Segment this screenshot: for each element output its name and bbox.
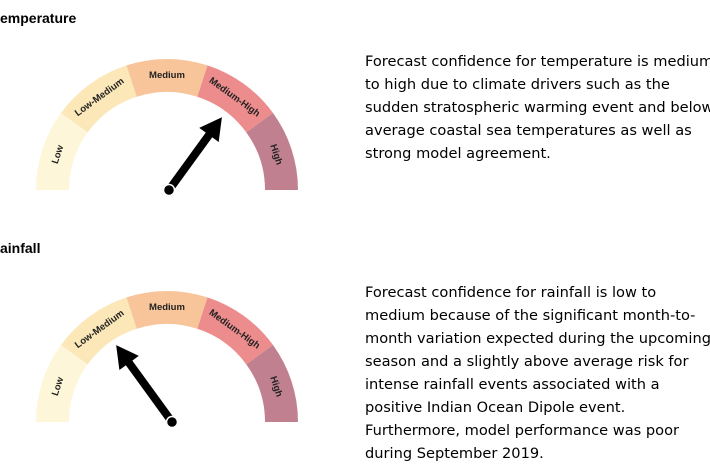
rainfall-forecast-text: Forecast confidence for rainfall is low …	[365, 281, 710, 465]
text-line: season and a slightly above average risk…	[365, 353, 689, 370]
rainfall-gauge-needle	[116, 345, 179, 429]
text-line: during September 2019.	[365, 445, 544, 462]
text-line: positive Indian Ocean Dipole event.	[365, 399, 626, 416]
gauge-label-medium: Medium	[149, 302, 185, 313]
gauge-segment-low-medium	[61, 65, 137, 133]
gauge-segment-medium	[126, 58, 208, 97]
gauge-segment-medium-high	[197, 65, 273, 133]
text-line: intense rainfall events associated with …	[365, 376, 660, 393]
temperature-heading: emperature	[0, 10, 77, 26]
gauge-segment-medium	[126, 291, 208, 329]
rainfall-heading: ainfall	[0, 240, 41, 256]
text-line: sudden stratospheric warming event and b…	[365, 99, 710, 116]
gauge-segment-low	[36, 113, 88, 190]
text-line: Forecast confidence for temperature is m…	[365, 53, 710, 70]
gauge-segment-high	[246, 345, 298, 422]
temperature-gauge-needle	[162, 117, 222, 197]
gauge-label-medium: Medium	[149, 70, 185, 81]
text-line: to high due to climate drivers such as t…	[365, 76, 670, 93]
temperature-forecast-text: Forecast confidence for temperature is m…	[365, 50, 710, 165]
text-line: Furthermore, model performance was poor	[365, 422, 680, 439]
text-line: average coastal sea temperatures as well…	[365, 122, 692, 139]
text-line: strong model agreement.	[365, 145, 551, 162]
gauge-segment-medium-high	[197, 297, 273, 365]
text-line: month variation expected during the upco…	[365, 330, 710, 347]
text-line: medium because of the significant month-…	[365, 307, 696, 324]
text-line: Forecast confidence for rainfall is low …	[365, 284, 657, 301]
gauge-segment-low	[36, 345, 88, 422]
gauge-segment-high	[246, 113, 298, 190]
gauge-segment-low-medium	[61, 297, 137, 365]
